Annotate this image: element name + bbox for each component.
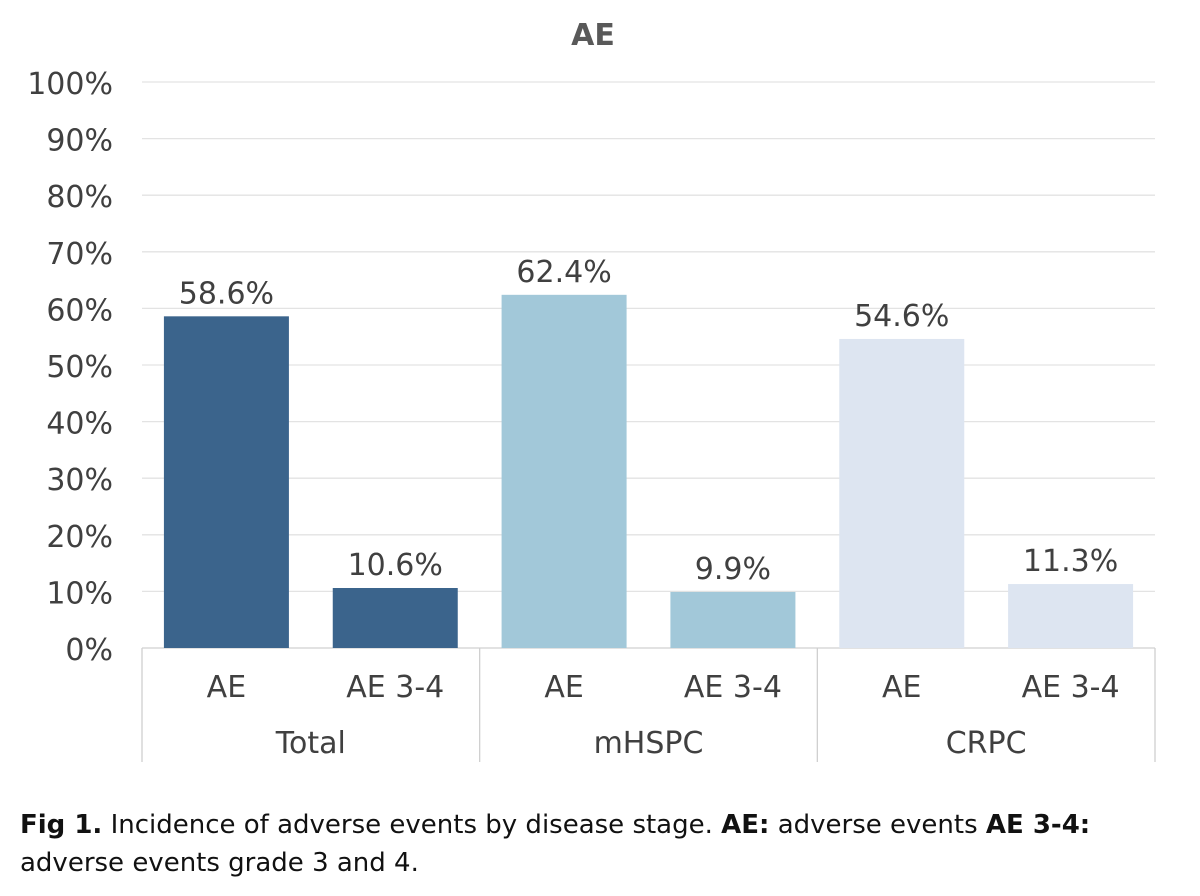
caption-ae-term: AE: <box>721 810 770 840</box>
y-tick-label: 50% <box>46 350 113 385</box>
caption-ae34-definition: adverse events grade 3 and 4. <box>20 848 419 878</box>
bar <box>501 294 627 648</box>
caption-ae34-term: AE 3-4: <box>985 810 1091 840</box>
bar <box>332 588 458 648</box>
data-label: 11.3% <box>1023 544 1118 579</box>
y-tick-label: 100% <box>27 67 113 102</box>
data-label: 9.9% <box>695 552 771 587</box>
figure-caption: Fig 1. Incidence of adverse events by di… <box>20 806 1185 882</box>
y-tick-label: 60% <box>46 293 113 328</box>
bar-chart: AE 0% 10% 20% 30% 40% 50% 60% 70% 80% 90% 100% 58.… <box>27 18 1156 762</box>
x-tick-label: AE 3-4 <box>1022 670 1120 705</box>
bars <box>163 294 1134 648</box>
x-tick-label: AE <box>882 670 921 705</box>
chart-title: AE <box>571 18 615 53</box>
y-tick-label: 0% <box>65 633 113 668</box>
data-label: 62.4% <box>516 255 611 290</box>
data-label: 54.6% <box>854 299 949 334</box>
y-tick-label: 90% <box>46 124 113 159</box>
caption-text: Incidence of adverse events by disease s… <box>102 810 722 840</box>
group-label: Total <box>275 726 346 761</box>
x-tick-label: AE 3-4 <box>684 670 782 705</box>
group-label: CRPC <box>946 726 1027 761</box>
y-tick-label: 70% <box>46 237 113 272</box>
x-tick-label: AE 3-4 <box>346 670 444 705</box>
y-axis-ticks: 0% 10% 20% 30% 40% 50% 60% 70% 80% 90% 100% <box>27 67 113 668</box>
y-tick-label: 30% <box>46 463 113 498</box>
bar <box>163 316 289 648</box>
caption-ae-definition: adverse events <box>769 810 986 840</box>
x-tick-label: AE <box>544 670 583 705</box>
caption-fig-label: Fig 1. <box>20 810 103 840</box>
gridlines <box>142 81 1155 649</box>
data-label: 58.6% <box>179 276 274 311</box>
data-labels: 58.6% 10.6% 62.4% 9.9% 54.6% 11.3% <box>179 255 1118 587</box>
y-tick-label: 80% <box>46 180 113 215</box>
y-tick-label: 40% <box>46 407 113 442</box>
y-tick-label: 20% <box>46 520 113 555</box>
group-label: mHSPC <box>594 726 704 761</box>
bar <box>1008 584 1134 648</box>
y-tick-label: 10% <box>46 576 113 611</box>
data-label: 10.6% <box>348 548 443 583</box>
bar <box>839 338 965 648</box>
x-tick-label: AE <box>207 670 246 705</box>
bar <box>670 591 796 648</box>
